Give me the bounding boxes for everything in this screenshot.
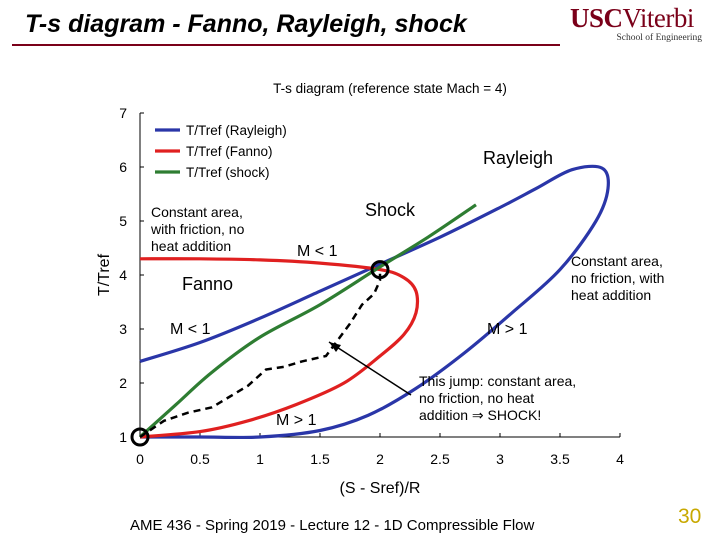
usc-viterbi-logo: USCViterbi School of Engineering (570, 3, 712, 45)
logo-usc: USC (570, 3, 623, 33)
series-line-shock (138, 203, 477, 439)
annotation-supersonic-bottom: M > 1 (276, 412, 317, 429)
annotation-rayleigh-description: Constant area, (571, 253, 663, 269)
footer-text: AME 436 - Spring 2019 - Lecture 12 - 1D … (130, 517, 535, 534)
annotation-fanno-description: heat addition (151, 238, 231, 254)
annotation-supersonic-right: M > 1 (487, 321, 528, 338)
annotation-shock-jump: This jump: constant area, (419, 373, 576, 389)
annotation-rayleigh-description: no friction, with (571, 270, 664, 286)
chart-text-layer: 0 0.5 1 1.5 2 2.5 3 3.5 4 1 2 3 4 5 6 7 T-s diagram (ref… (96, 81, 664, 497)
chart-series-layer (138, 164, 610, 440)
x-tick-label: 0 (136, 451, 144, 467)
annotation-arrow (328, 341, 412, 396)
annotation-subsonic-upper: M < 1 (297, 243, 338, 260)
logo-viterbi: Viterbi (622, 3, 695, 33)
slide-title: T-s diagram - Fanno, Rayleigh, shock (25, 10, 467, 38)
y-tick-label: 1 (119, 429, 127, 445)
shock-jump-dashed-path (139, 269, 382, 439)
annotation-subsonic-lower: M < 1 (170, 321, 211, 338)
y-tick-label: 6 (119, 159, 127, 175)
x-tick-label: 1 (256, 451, 264, 467)
x-tick-label: 0.5 (190, 451, 210, 467)
logo-subtitle: School of Engineering (616, 33, 702, 43)
x-tick-label: 3 (496, 451, 504, 467)
state-marker (130, 427, 150, 447)
y-tick-label: 4 (119, 267, 127, 283)
annotation-arrowhead (329, 342, 341, 352)
x-tick-label: 2.5 (430, 451, 450, 467)
x-tick-label: 4 (616, 451, 624, 467)
y-tick-label: 7 (119, 105, 127, 121)
series-line-fanno (139, 257, 420, 439)
legend-entry: T/Tref (Fanno) (186, 144, 273, 159)
series-line-rayleigh (139, 164, 610, 440)
annotation-shock: Shock (365, 200, 416, 220)
title-rule (12, 44, 560, 46)
annotation-fanno-description: with friction, no (150, 221, 245, 237)
annotation-rayleigh: Rayleigh (483, 148, 553, 168)
annotation-fanno-description: Constant area, (151, 204, 243, 220)
legend-entry: T/Tref (Rayleigh) (186, 123, 287, 138)
page-number: 30 (678, 505, 702, 528)
x-tick-label: 1.5 (310, 451, 330, 467)
chart-marker-layer (130, 260, 412, 447)
x-axis-label: (S - Sref)/R (340, 480, 421, 497)
x-tick-label: 2 (376, 451, 384, 467)
x-tick-label: 3.5 (550, 451, 570, 467)
y-axis-label: T/Tref (96, 253, 113, 296)
legend-entry: T/Tref (shock) (186, 165, 270, 180)
chart-title: T-s diagram (reference state Mach = 4) (273, 81, 507, 96)
y-tick-label: 3 (119, 321, 127, 337)
annotation-shock-jump: addition ⇒ SHOCK! (419, 407, 541, 423)
annotation-fanno: Fanno (182, 274, 233, 294)
y-tick-label: 2 (119, 375, 127, 391)
y-tick-label: 5 (119, 213, 127, 229)
annotation-rayleigh-description: heat addition (571, 287, 651, 303)
state-marker (370, 260, 390, 280)
annotation-shock-jump: no friction, no heat (419, 390, 534, 406)
